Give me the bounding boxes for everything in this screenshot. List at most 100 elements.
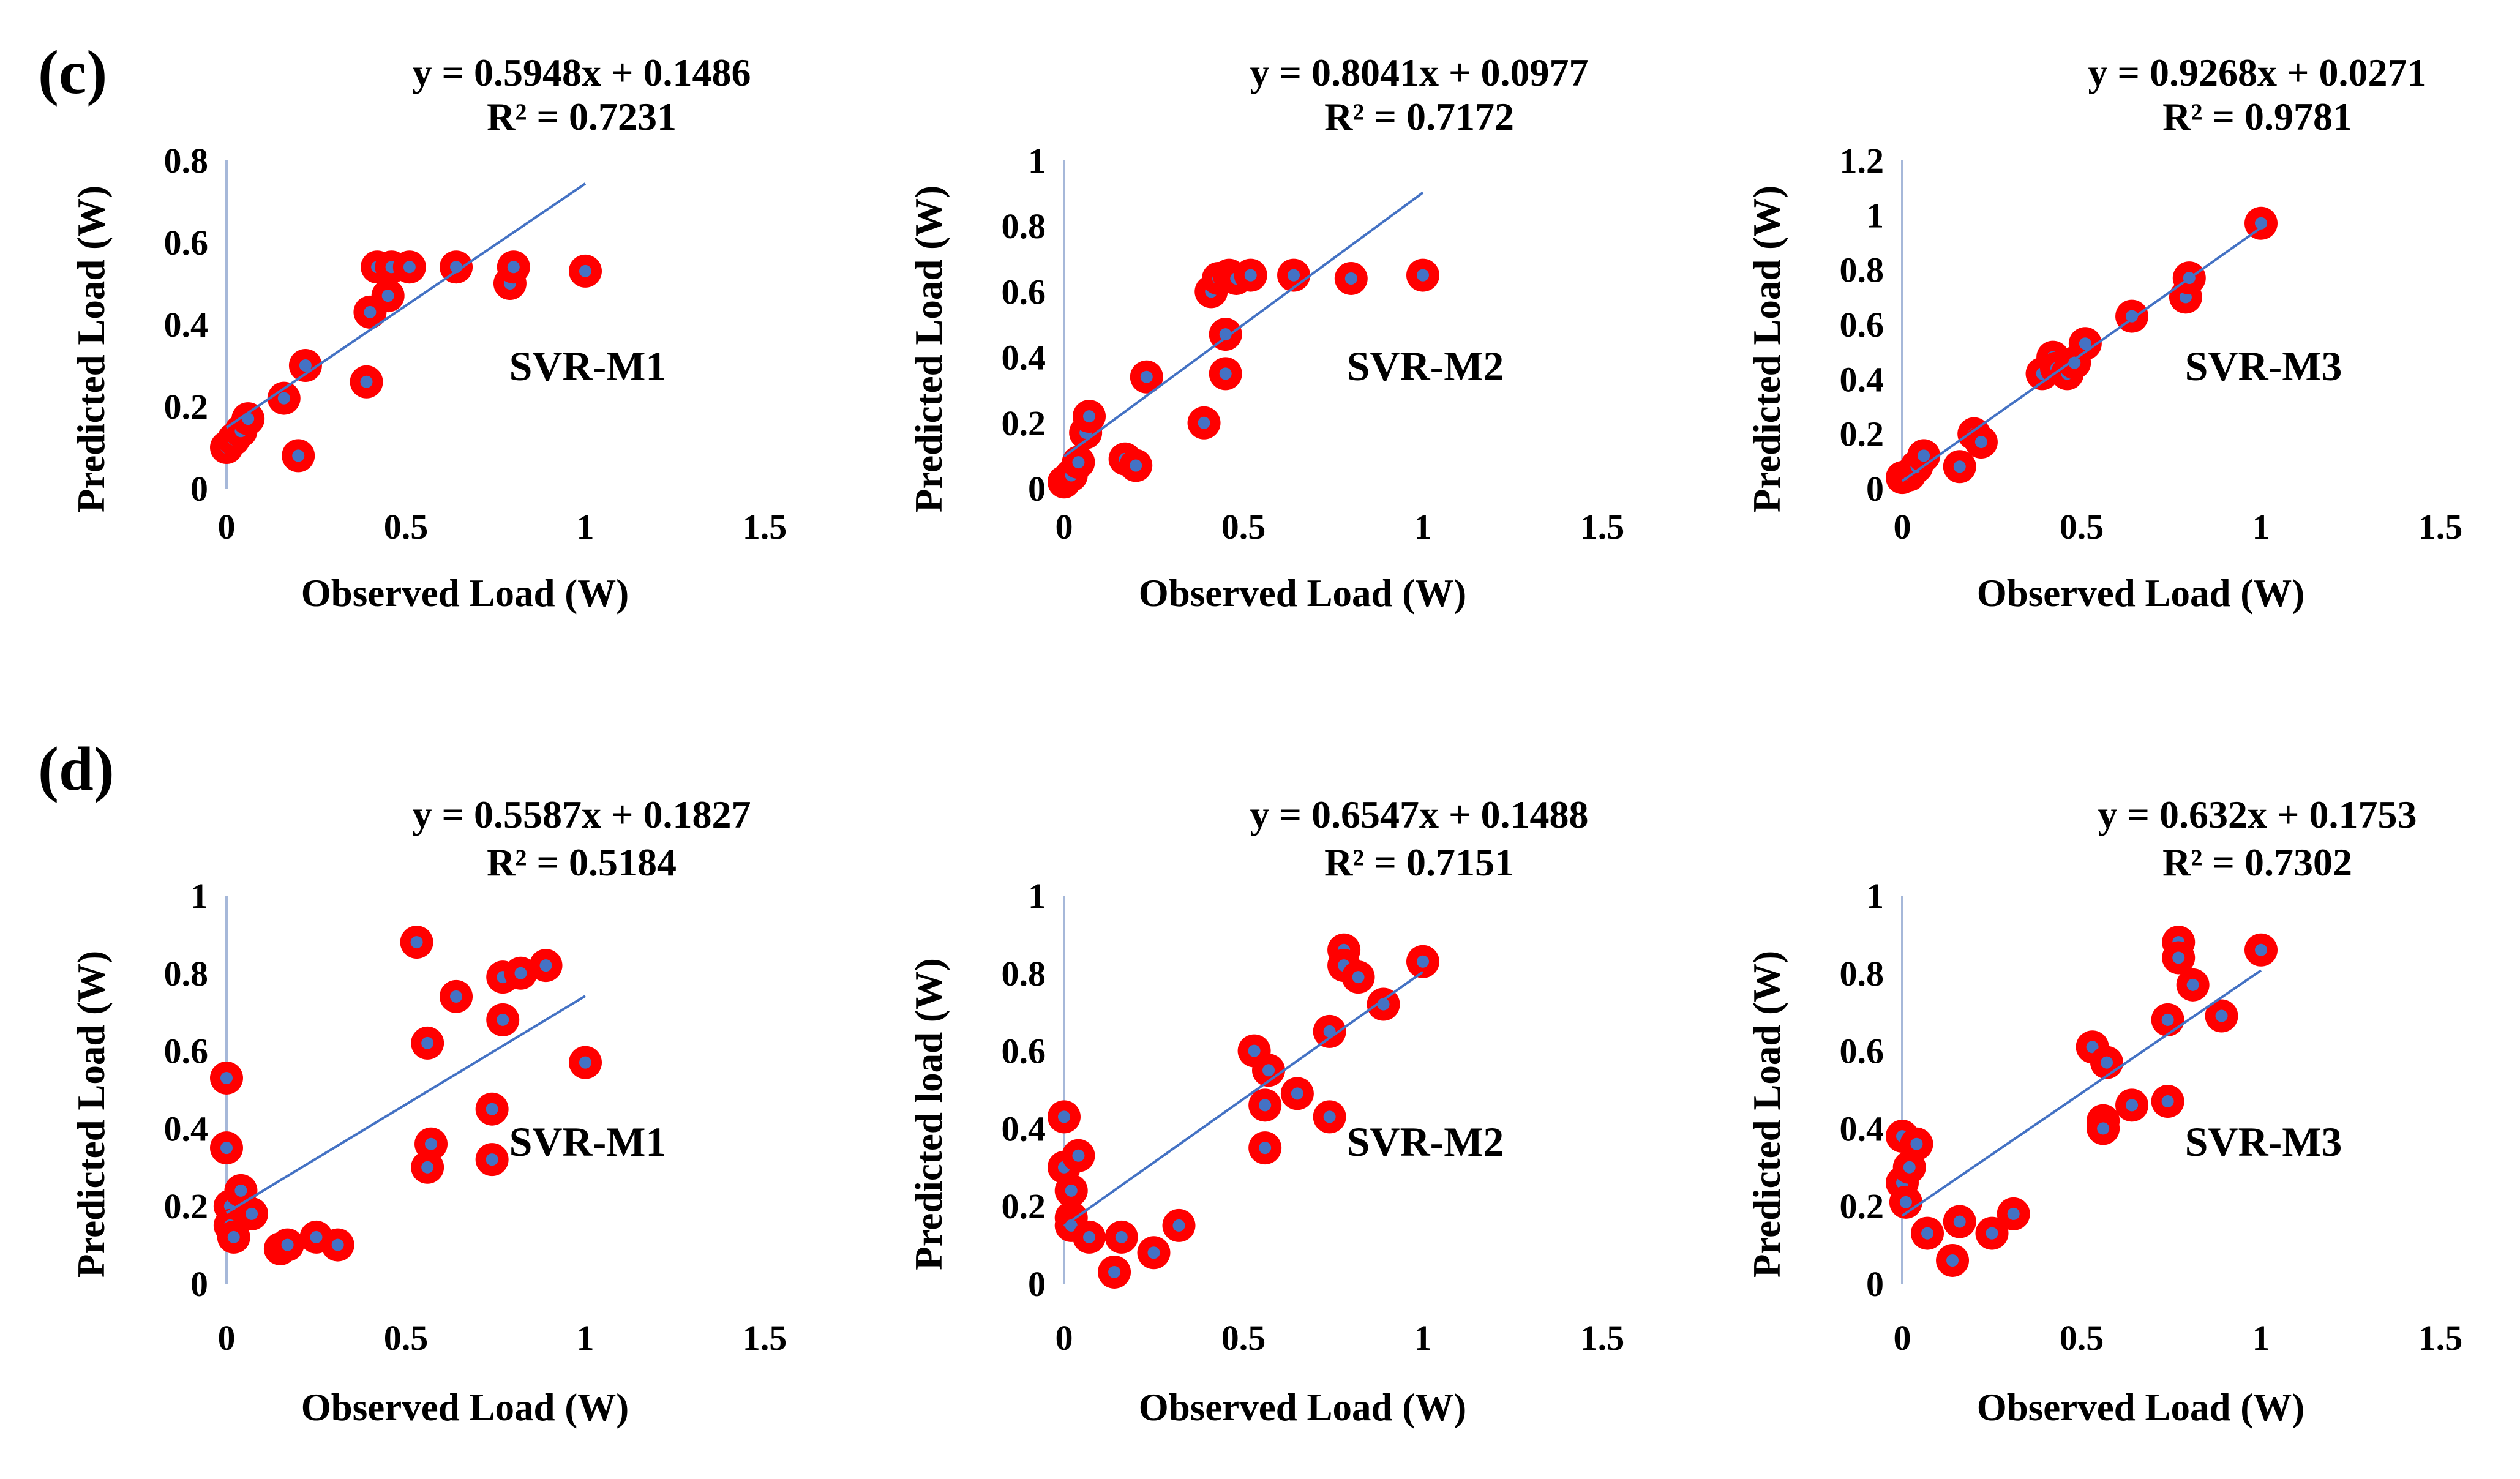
data-point-center <box>1219 367 1232 380</box>
x-axis-title: Observed Load (W) <box>1139 1386 1467 1429</box>
model-label: SVR-M3 <box>2185 1118 2342 1165</box>
x-tick-label: 1.5 <box>1580 1318 1625 1358</box>
trendline <box>1901 969 2262 1217</box>
y-tick-label: 0.8 <box>1002 206 1046 246</box>
y-tick-label: 0.2 <box>1840 1186 1884 1226</box>
panel-label-d: (d) <box>38 735 114 804</box>
data-point-center <box>331 1238 344 1251</box>
data-point-center <box>2161 1013 2174 1026</box>
x-axis-title: Observed Load (W) <box>1977 1386 2305 1429</box>
data-point-center <box>1058 1110 1070 1123</box>
data-point-center <box>1198 416 1210 429</box>
data-point-center <box>421 1161 434 1174</box>
data-point-center <box>1140 370 1153 383</box>
x-tick-label: 0 <box>1894 507 1911 547</box>
y-tick-label: 0.8 <box>1840 250 1884 290</box>
data-point-center <box>1946 1254 1959 1267</box>
y-axis-title: Predicted Load (W) <box>1746 951 1788 1278</box>
data-point-center <box>281 1238 294 1251</box>
y-tick-label: 1 <box>1028 141 1046 181</box>
chart-d-1: 0 0.2 0.4 0.6 0.8 1 0 0.5 1 1.5 Observed Load (W) P… <box>70 793 787 1429</box>
x-tick-label: 1.5 <box>2418 1318 2463 1358</box>
x-axis-title: Observed Load (W) <box>1977 572 2305 615</box>
data-point-center <box>579 1056 591 1069</box>
y-tick-label: 0.4 <box>1002 1109 1046 1148</box>
data-point-center <box>450 990 463 1003</box>
data-point-center <box>1244 269 1257 282</box>
y-tick-label: 1.2 <box>1840 141 1884 181</box>
data-point-center <box>1288 269 1300 282</box>
data-point-center <box>2161 1095 2174 1108</box>
trendline <box>225 995 587 1214</box>
x-axis-title: Observed Load (W) <box>301 572 629 615</box>
r-squared-label: R² = 0.7302 <box>2162 841 2352 884</box>
data-point-center <box>310 1230 323 1243</box>
data-point-center <box>246 1207 258 1220</box>
x-tick-label: 0.5 <box>1221 1318 1266 1358</box>
data-point-center <box>1172 1219 1185 1232</box>
panel-label-c: (c) <box>38 38 107 107</box>
data-point-center <box>486 1153 498 1166</box>
model-label: SVR-M3 <box>2185 343 2342 389</box>
trendline <box>1901 227 2262 482</box>
y-tick-label: 0.4 <box>164 305 209 345</box>
x-axis-title: Observed Load (W) <box>1139 572 1467 615</box>
data-point-center <box>1219 328 1232 341</box>
data-point-center <box>2086 1041 2099 1054</box>
trendline <box>1063 192 1424 458</box>
data-point-center <box>1259 1142 1272 1155</box>
data-point-center <box>1903 1161 1916 1174</box>
y-tick-label: 0.6 <box>1840 1032 1884 1071</box>
y-tick-label: 0.8 <box>1840 954 1884 994</box>
y-tick-label: 0 <box>1866 469 1884 509</box>
data-point-center <box>2255 217 2267 230</box>
data-point-center <box>579 264 591 277</box>
data-point-center <box>1291 1087 1303 1100</box>
data-point-center <box>1108 1265 1121 1278</box>
chart-c-1: 0 0.2 0.4 0.6 0.8 0 0.5 1 1.5 Observed Load (W) Pr… <box>70 51 787 615</box>
y-tick-label: 0.6 <box>1002 1032 1046 1071</box>
model-label: SVR-M1 <box>509 1118 667 1165</box>
y-tick-label: 0.2 <box>1002 1186 1046 1226</box>
regression-equation: y = 0.5948x + 0.1486 <box>413 51 751 94</box>
data-point-center <box>497 1013 509 1026</box>
x-tick-label: 1 <box>577 1318 594 1358</box>
y-tick-label: 0 <box>1866 1264 1884 1304</box>
data-point-center <box>425 1137 438 1150</box>
y-axis-title: Predicted Load (W) <box>907 185 950 512</box>
data-point-center <box>421 1036 434 1049</box>
regression-equation: y = 0.6547x + 0.1488 <box>1250 793 1589 836</box>
data-point-center <box>1953 460 1966 473</box>
data-point-center <box>1899 1196 1912 1208</box>
data-point-center <box>1921 1227 1934 1240</box>
x-tick-label: 0 <box>1056 507 1073 547</box>
y-tick-label: 0.2 <box>1840 414 1884 454</box>
chart-d-2: 0 0.2 0.4 0.6 0.8 1 0 0.5 1 1.5 Observed Load (W) P… <box>907 793 1624 1429</box>
data-point-center <box>1910 1137 1923 1150</box>
y-tick-label: 0.8 <box>164 954 209 994</box>
x-tick-label: 1 <box>2252 1318 2270 1358</box>
y-axis-title: Predicted Load (W) <box>1746 185 1788 512</box>
data-point-center <box>2186 978 2199 991</box>
data-point-center <box>507 261 520 274</box>
y-tick-label: 0.2 <box>1002 403 1046 443</box>
data-point-center <box>514 967 527 979</box>
y-tick-label: 1 <box>1866 876 1884 916</box>
charts-layer: 0 0.2 0.4 0.6 0.8 0 0.5 1 1.5 Observed Load (W) Pr… <box>70 51 2462 1429</box>
x-tick-label: 0 <box>218 1318 236 1358</box>
y-tick-label: 0.4 <box>1002 338 1046 378</box>
y-tick-label: 0.6 <box>164 223 209 263</box>
data-point-center <box>1147 1246 1160 1259</box>
x-tick-label: 0 <box>1894 1318 1911 1358</box>
data-point-center <box>1248 1044 1261 1057</box>
data-point-center <box>1072 456 1085 469</box>
y-tick-label: 0.8 <box>164 141 209 181</box>
data-point-center <box>1115 1230 1128 1243</box>
y-tick-label: 0 <box>1028 469 1046 509</box>
y-tick-label: 1 <box>190 876 208 916</box>
x-tick-label: 1 <box>2252 507 2270 547</box>
data-point-center <box>2126 1099 2139 1112</box>
trendline <box>225 182 587 429</box>
data-point-center <box>2215 1009 2228 1022</box>
